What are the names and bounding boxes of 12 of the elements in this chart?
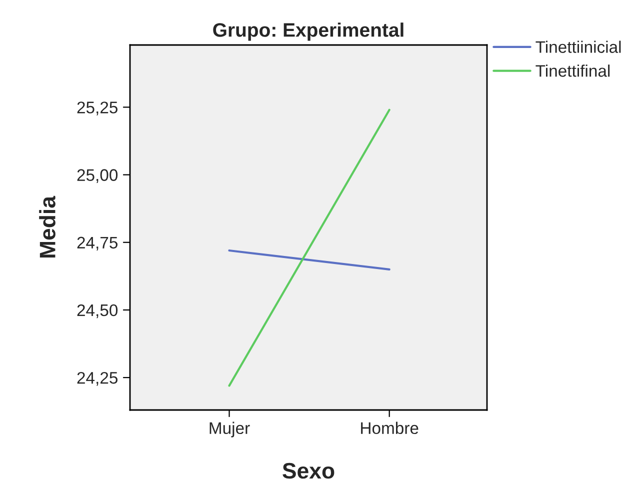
legend-label: Tinettifinal [536, 64, 610, 77]
x-tick-label: Mujer [210, 422, 250, 438]
y-tick-label: 24,50 [77, 304, 118, 318]
chart-title: Grupo: Experimental [213, 22, 404, 41]
y-tick-label: 24,75 [77, 236, 118, 251]
y-tick-label: 25,00 [77, 169, 118, 183]
y-tick-label: 24,25 [77, 372, 118, 386]
x-tick-label: Hombre [361, 422, 418, 434]
legend-label: Tinettiinicial [536, 40, 621, 53]
y-tick-label: 25,25 [77, 102, 118, 116]
y-axis-title: Media [39, 196, 56, 258]
x-axis-title: Sexo [282, 462, 334, 479]
